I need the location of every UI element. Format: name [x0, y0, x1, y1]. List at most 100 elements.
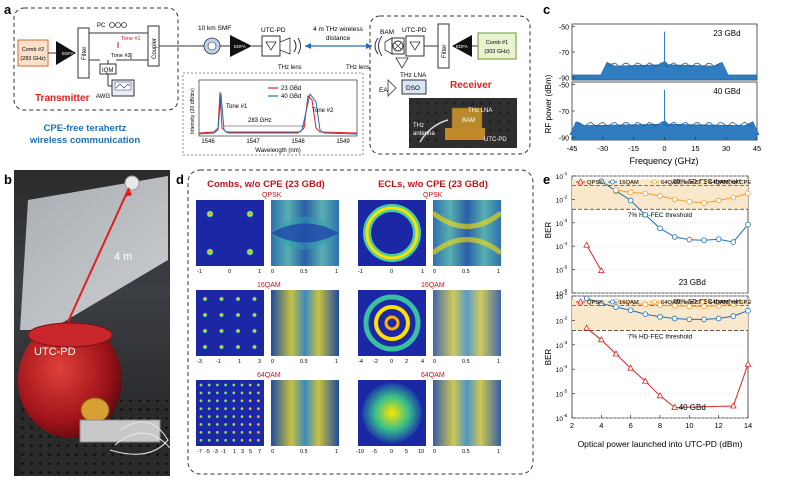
e-ytick-exp: -5 — [563, 389, 568, 395]
e-point — [613, 187, 619, 193]
d-r2-tick-3: 3 — [258, 359, 261, 365]
qam64-point — [248, 422, 252, 427]
qam64-point — [256, 438, 261, 443]
e-sdfec-label: 25% SD-FEC threshold — [673, 299, 741, 306]
d-combs-qpsk: QPSK — [262, 192, 282, 199]
edfa-amp-tx — [56, 41, 76, 65]
e-ytick-exp: -6 — [563, 413, 568, 419]
photo-thz-lna: THz LNA — [468, 108, 492, 114]
e-point — [686, 303, 693, 310]
e-point — [671, 302, 678, 309]
inset-xtick-2: 1548 — [291, 139, 305, 145]
e-legend-marker — [577, 298, 584, 305]
qam64-point — [215, 391, 220, 395]
d-ee2-tick-1: 0.5 — [462, 359, 470, 365]
e-point — [657, 314, 663, 320]
d-ee3-tick-2: 1 — [497, 449, 500, 455]
d-r1-tick-0: -1 — [197, 269, 202, 275]
e-point — [701, 200, 707, 206]
qam64-point — [256, 430, 261, 435]
qam64-point — [207, 391, 211, 395]
e-series-line — [586, 244, 602, 271]
d-eye-ecls-qpsk — [433, 200, 501, 266]
e-ytick-exp: -1 — [563, 291, 568, 297]
e-ytick-exp: -3 — [563, 340, 568, 346]
qam64-point — [232, 438, 236, 443]
qam16-point — [202, 344, 208, 350]
e-point — [671, 196, 678, 203]
d-e1-tick-0: 0 — [271, 269, 274, 275]
photo-utcpd: UTC-PD — [484, 137, 507, 143]
e-ylabel-top: BER — [544, 222, 553, 239]
e-ytick-exp: -3 — [563, 218, 568, 224]
distance-arrow — [61, 187, 130, 336]
c-xtick-label: -15 — [628, 144, 639, 153]
qam16-point — [218, 312, 225, 318]
e-point — [627, 300, 634, 307]
c-xtick-label: -30 — [597, 144, 608, 153]
d-ee1-tick-0: 0 — [433, 269, 436, 275]
d-eye-combs-64qam — [271, 380, 339, 446]
edfa-amp-rx — [452, 35, 472, 57]
qam64-point — [207, 406, 211, 411]
comb1-box — [477, 32, 517, 60]
e-ytick-base: 10 — [556, 174, 564, 181]
qam64-point — [232, 383, 236, 387]
transmitter-title: Transmitter — [35, 93, 90, 104]
utcpd-tx-label: UTC-PD — [261, 27, 286, 34]
photo-utcpd-label: UTC-PD — [34, 346, 76, 358]
e-subplot-40gbd: 25% SD-FEC threshold 7% HD-FEC threshold Q… — [556, 291, 752, 423]
qam16-point — [218, 344, 225, 350]
d-eye-combs-16qam — [271, 290, 339, 356]
e-point — [657, 193, 663, 199]
e-point — [701, 316, 707, 323]
e-subplot-label: 40 GBd — [679, 403, 706, 412]
d-const-ecls-16qam — [358, 290, 426, 356]
d-e3-tick-1: 0.5 — [300, 449, 308, 455]
filter-tx-label: Filter — [82, 47, 88, 60]
edfa-tx-label: EDFA — [62, 51, 74, 56]
dso-box — [401, 79, 427, 95]
d-e1-tick-1: 0.5 — [300, 269, 308, 275]
photo-distance: 4 m — [114, 251, 132, 263]
c-ytick-label: -50 — [559, 83, 569, 90]
e-legend-label: 64QAM, w/o CPE — [661, 180, 707, 186]
d-e2-tick-2: 1 — [335, 359, 338, 365]
e-ytick-base: 10 — [556, 197, 564, 204]
utcpd-tx-box — [261, 35, 281, 57]
qam64-point — [207, 438, 211, 443]
qam64-point — [240, 422, 244, 427]
comb2-label: Comb #2 — [22, 47, 44, 53]
c-ytick-label: -70 — [559, 109, 569, 116]
e-legend-label: 64QAM, w/ CPE — [709, 180, 751, 186]
c-spectrum-area — [569, 119, 760, 141]
qam64-point — [207, 399, 211, 403]
qam64-point — [207, 430, 211, 435]
c-ylabel: RF power (dBm) — [544, 74, 553, 133]
e-series-line — [615, 300, 749, 307]
inset-spacing: 283 GHz — [248, 118, 272, 124]
e-ytick-base: 10 — [556, 294, 564, 301]
inset-ylabel: Intensity (20 dB/div) — [190, 88, 196, 134]
e-point — [729, 402, 737, 409]
comb1-label: Comb #1 — [486, 40, 508, 46]
qam16-point — [218, 296, 225, 302]
qam64-point — [240, 414, 244, 419]
receiver-title: Receiver — [450, 80, 492, 91]
d-r2-tick-0: -3 — [197, 359, 202, 365]
d-r3-tick-6: 5 — [249, 449, 252, 455]
filter-tx — [77, 27, 90, 79]
e-point — [657, 225, 663, 232]
e-point — [730, 239, 737, 245]
e-ytick-base: 10 — [556, 392, 564, 399]
qam64-point — [223, 422, 228, 427]
qam64-point — [223, 430, 228, 435]
e-legend-label: 64QAM, w/o CPE — [661, 300, 707, 306]
d-e1-tick-2: 1 — [335, 269, 338, 275]
qam64-point — [199, 383, 203, 387]
pc-label: PC — [97, 23, 106, 29]
qam64-point — [232, 399, 236, 403]
c-ytick-label: -50 — [559, 25, 569, 32]
e-xtick-label: 8 — [658, 421, 662, 430]
